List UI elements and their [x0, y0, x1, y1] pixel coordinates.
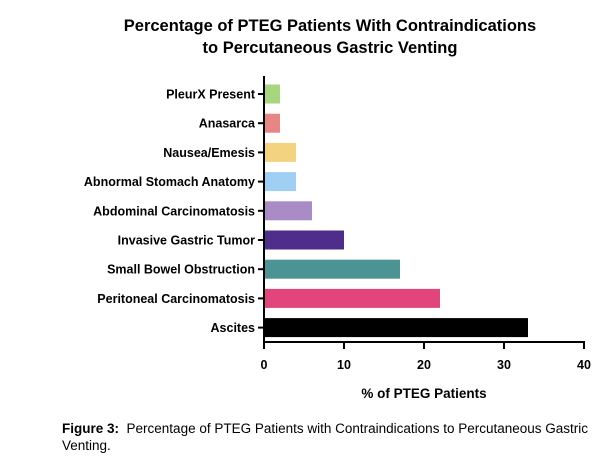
category-label-abdominal-carcinomatosis: Abdominal Carcinomatosis	[93, 204, 255, 218]
bar-abnormal-stomach-anatomy	[264, 172, 296, 192]
figure-caption: Figure 3: Percentage of PTEG Patients wi…	[62, 420, 610, 454]
bar-abdominal-carcinomatosis	[264, 201, 312, 221]
bar-chart: Percentage of PTEG Patients With Contrai…	[84, 17, 591, 401]
category-label-invasive-gastric-tumor: Invasive Gastric Tumor	[118, 234, 255, 248]
bar-small-bowel-obstruction	[264, 259, 400, 279]
bar-nausea-emesis	[264, 142, 296, 162]
bar-peritoneal-carcinomatosis	[264, 288, 440, 308]
category-label-peritoneal-carcinomatosis: Peritoneal Carcinomatosis	[97, 292, 255, 306]
x-ticks: 0 10 20 30 40	[261, 342, 591, 372]
x-tick-label: 20	[417, 358, 431, 372]
bar-pleurx-present	[264, 84, 280, 104]
bar-ascites	[264, 318, 528, 338]
x-tick-label: 0	[261, 358, 268, 372]
category-label-nausea-emesis: Nausea/Emesis	[163, 146, 255, 160]
category-labels: PleurX Present Anasarca Nausea/Emesis Abnor…	[84, 88, 264, 335]
bar-anasarca	[264, 113, 280, 133]
x-tick-label: 10	[337, 358, 351, 372]
caption-label: Figure 3:	[62, 421, 120, 436]
chart-title-line-2: to Percutaneous Gastric Venting	[203, 39, 458, 57]
chart-title-line-1: Percentage of PTEG Patients With Contrai…	[124, 17, 536, 35]
caption-text: Percentage of PTEG Patients with Contrai…	[62, 421, 589, 453]
category-label-anasarca: Anasarca	[199, 117, 256, 131]
category-label-small-bowel-obstruction: Small Bowel Obstruction	[107, 263, 255, 277]
category-label-pleurx-present: PleurX Present	[166, 88, 256, 102]
x-axis-title: % of PTEG Patients	[361, 386, 486, 401]
category-label-abnormal-stomach-anatomy: Abnormal Stomach Anatomy	[84, 175, 255, 189]
bars-group	[264, 84, 528, 338]
category-label-ascites: Ascites	[211, 321, 256, 335]
bar-invasive-gastric-tumor	[264, 230, 344, 250]
x-tick-label: 30	[497, 358, 511, 372]
x-tick-label: 40	[577, 358, 591, 372]
